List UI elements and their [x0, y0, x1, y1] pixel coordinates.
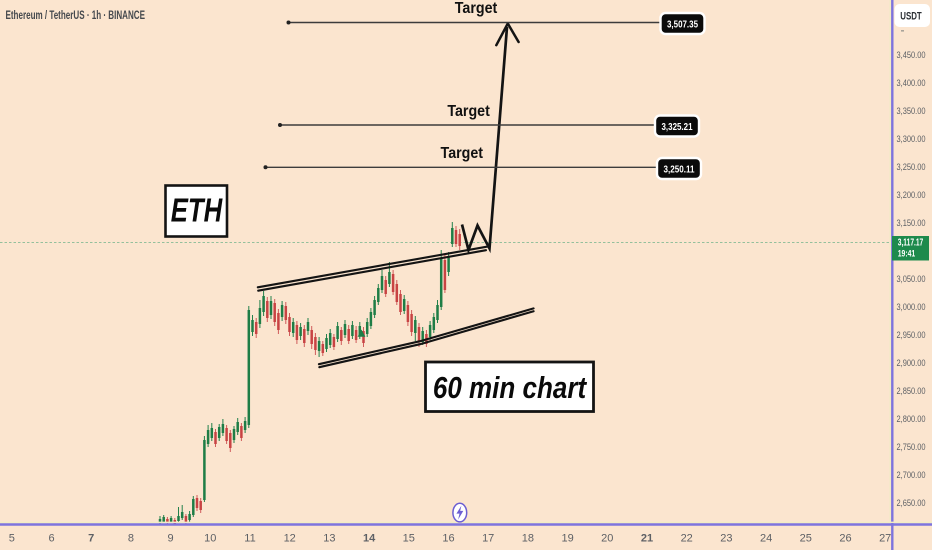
svg-text:3,325.21: 3,325.21: [662, 121, 693, 133]
svg-text:2,850.00: 2,850.00: [897, 386, 926, 397]
svg-text:3,050.00: 3,050.00: [897, 274, 926, 285]
svg-text:17: 17: [482, 533, 494, 545]
svg-text:21: 21: [641, 533, 653, 545]
svg-text:3,150.00: 3,150.00: [897, 218, 926, 229]
svg-text:8: 8: [128, 533, 134, 545]
svg-text:18: 18: [522, 533, 534, 545]
svg-text:11: 11: [244, 533, 255, 545]
svg-text:Target: Target: [441, 145, 484, 162]
svg-text:16: 16: [442, 533, 454, 545]
svg-text:15: 15: [403, 533, 415, 545]
svg-text:ETH: ETH: [171, 193, 223, 230]
svg-text:6: 6: [48, 533, 54, 545]
svg-text:2,950.00: 2,950.00: [897, 330, 926, 341]
svg-text:12: 12: [284, 533, 296, 545]
svg-text:60 min chart: 60 min chart: [433, 371, 588, 406]
svg-text:3,450.00: 3,450.00: [897, 50, 926, 61]
svg-text:3,200.00: 3,200.00: [897, 190, 926, 201]
svg-text:22: 22: [681, 533, 693, 545]
svg-text:Ethereum / TetherUS · 1h · BIN: Ethereum / TetherUS · 1h · BINANCE: [6, 8, 146, 22]
svg-text:19: 19: [561, 533, 573, 545]
svg-text:20: 20: [601, 533, 613, 545]
svg-text:26: 26: [839, 533, 851, 545]
svg-text:3,117.17: 3,117.17: [898, 238, 924, 249]
svg-text:2,750.00: 2,750.00: [897, 442, 926, 453]
svg-text:3,350.00: 3,350.00: [897, 106, 926, 117]
svg-text:3,250.11: 3,250.11: [664, 163, 695, 175]
svg-text:Target: Target: [455, 1, 498, 18]
svg-text:24: 24: [760, 533, 772, 545]
svg-text:2,900.00: 2,900.00: [897, 358, 926, 369]
svg-text:3,507.35: 3,507.35: [667, 18, 698, 30]
svg-text:7: 7: [88, 533, 94, 545]
svg-text:2,700.00: 2,700.00: [897, 470, 926, 481]
svg-text:3,250.00: 3,250.00: [897, 162, 926, 173]
svg-text:13: 13: [323, 533, 335, 545]
svg-text:2,650.00: 2,650.00: [897, 498, 926, 509]
svg-text:2,800.00: 2,800.00: [897, 414, 926, 425]
svg-text:9: 9: [168, 533, 174, 545]
svg-text:Target: Target: [447, 104, 490, 121]
svg-text:23: 23: [720, 533, 732, 545]
svg-text:19:41: 19:41: [898, 249, 916, 260]
svg-text:10: 10: [204, 533, 216, 545]
svg-text:3,400.00: 3,400.00: [897, 78, 926, 89]
svg-text:USDT: USDT: [900, 11, 922, 23]
svg-text:27: 27: [879, 533, 891, 545]
svg-text:14: 14: [363, 533, 376, 545]
svg-text:3,000.00: 3,000.00: [897, 302, 926, 313]
svg-text:5: 5: [9, 533, 15, 545]
svg-text:25: 25: [800, 533, 812, 545]
svg-text:3,300.00: 3,300.00: [897, 134, 926, 145]
